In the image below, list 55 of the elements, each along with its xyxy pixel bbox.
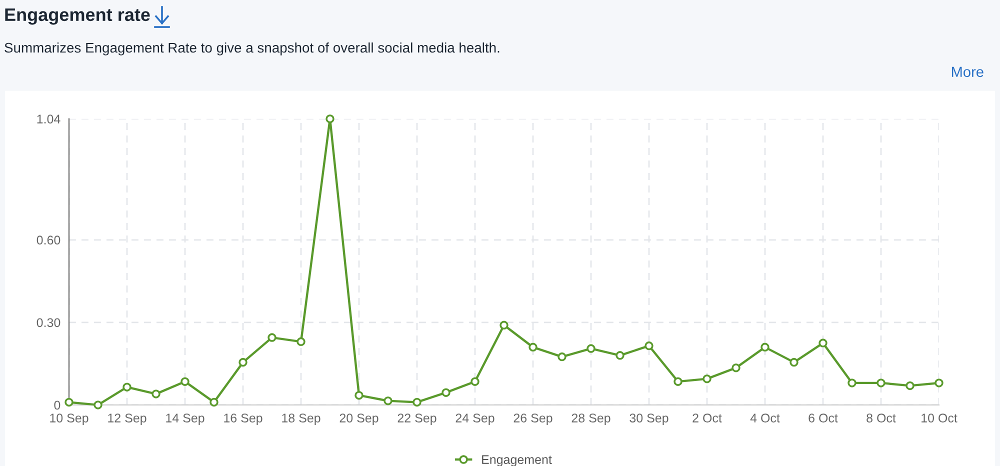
point xyxy=(354,390,364,400)
x-tick-label: 4 Oct xyxy=(750,414,780,422)
x-tick-label: 2 Oct xyxy=(692,414,722,422)
point xyxy=(674,377,682,386)
y-tick-label: 0.60 xyxy=(36,236,60,245)
point xyxy=(442,388,450,397)
point xyxy=(64,398,74,407)
point xyxy=(732,363,740,372)
y-tick-label: 0.30 xyxy=(36,318,60,328)
x-tick-label: 8 Oct xyxy=(866,414,896,422)
point xyxy=(644,341,654,350)
point xyxy=(528,342,538,352)
x-tick-label: 6 Oct xyxy=(808,414,838,422)
x-tick-label: 16 Sep xyxy=(224,414,262,425)
point xyxy=(790,358,798,367)
y-tick-label: 0 xyxy=(54,400,60,410)
point xyxy=(616,351,624,360)
x-tick-label: 18 Sep xyxy=(282,414,320,425)
point xyxy=(500,320,508,330)
x-tick-label: 12 Sep xyxy=(108,414,146,425)
x-tick-label: 22 Sep xyxy=(398,414,436,425)
chart-title: Engagement rate xyxy=(5,8,150,25)
point xyxy=(848,378,856,388)
x-tick-label: 28 Sep xyxy=(572,414,610,425)
point xyxy=(412,398,422,407)
point xyxy=(586,344,596,353)
x-tick-label: 14 Sep xyxy=(166,414,204,425)
x-tick-label: 10 Oct xyxy=(922,414,958,422)
y-tick-label: 1.04 xyxy=(37,114,60,124)
x-tick-label: 20 Sep xyxy=(340,414,378,425)
point xyxy=(326,114,334,124)
legend-label: Engagement xyxy=(482,455,552,466)
point xyxy=(558,352,566,362)
point xyxy=(268,333,276,342)
chart-subtitle: Summarizes Engagement Rate to give a snapshot of overall social media health. xyxy=(4,42,500,56)
point xyxy=(876,378,886,388)
point xyxy=(152,390,160,398)
point xyxy=(384,396,392,406)
point xyxy=(470,377,480,386)
point xyxy=(296,337,306,346)
x-tick-label: 24 Sep xyxy=(456,414,494,425)
point xyxy=(94,400,102,410)
point xyxy=(760,342,770,352)
point xyxy=(122,382,132,392)
point xyxy=(180,377,190,386)
text: More xyxy=(952,66,984,78)
point xyxy=(818,338,828,348)
point xyxy=(934,378,944,388)
point xyxy=(210,398,218,407)
point xyxy=(702,374,712,384)
x-tick-label: 26 Sep xyxy=(514,414,552,425)
point xyxy=(238,358,248,367)
x-tick-label: 30 Sep xyxy=(630,414,668,425)
x-tick-label: 10 Sep xyxy=(50,414,88,425)
point xyxy=(906,381,914,390)
